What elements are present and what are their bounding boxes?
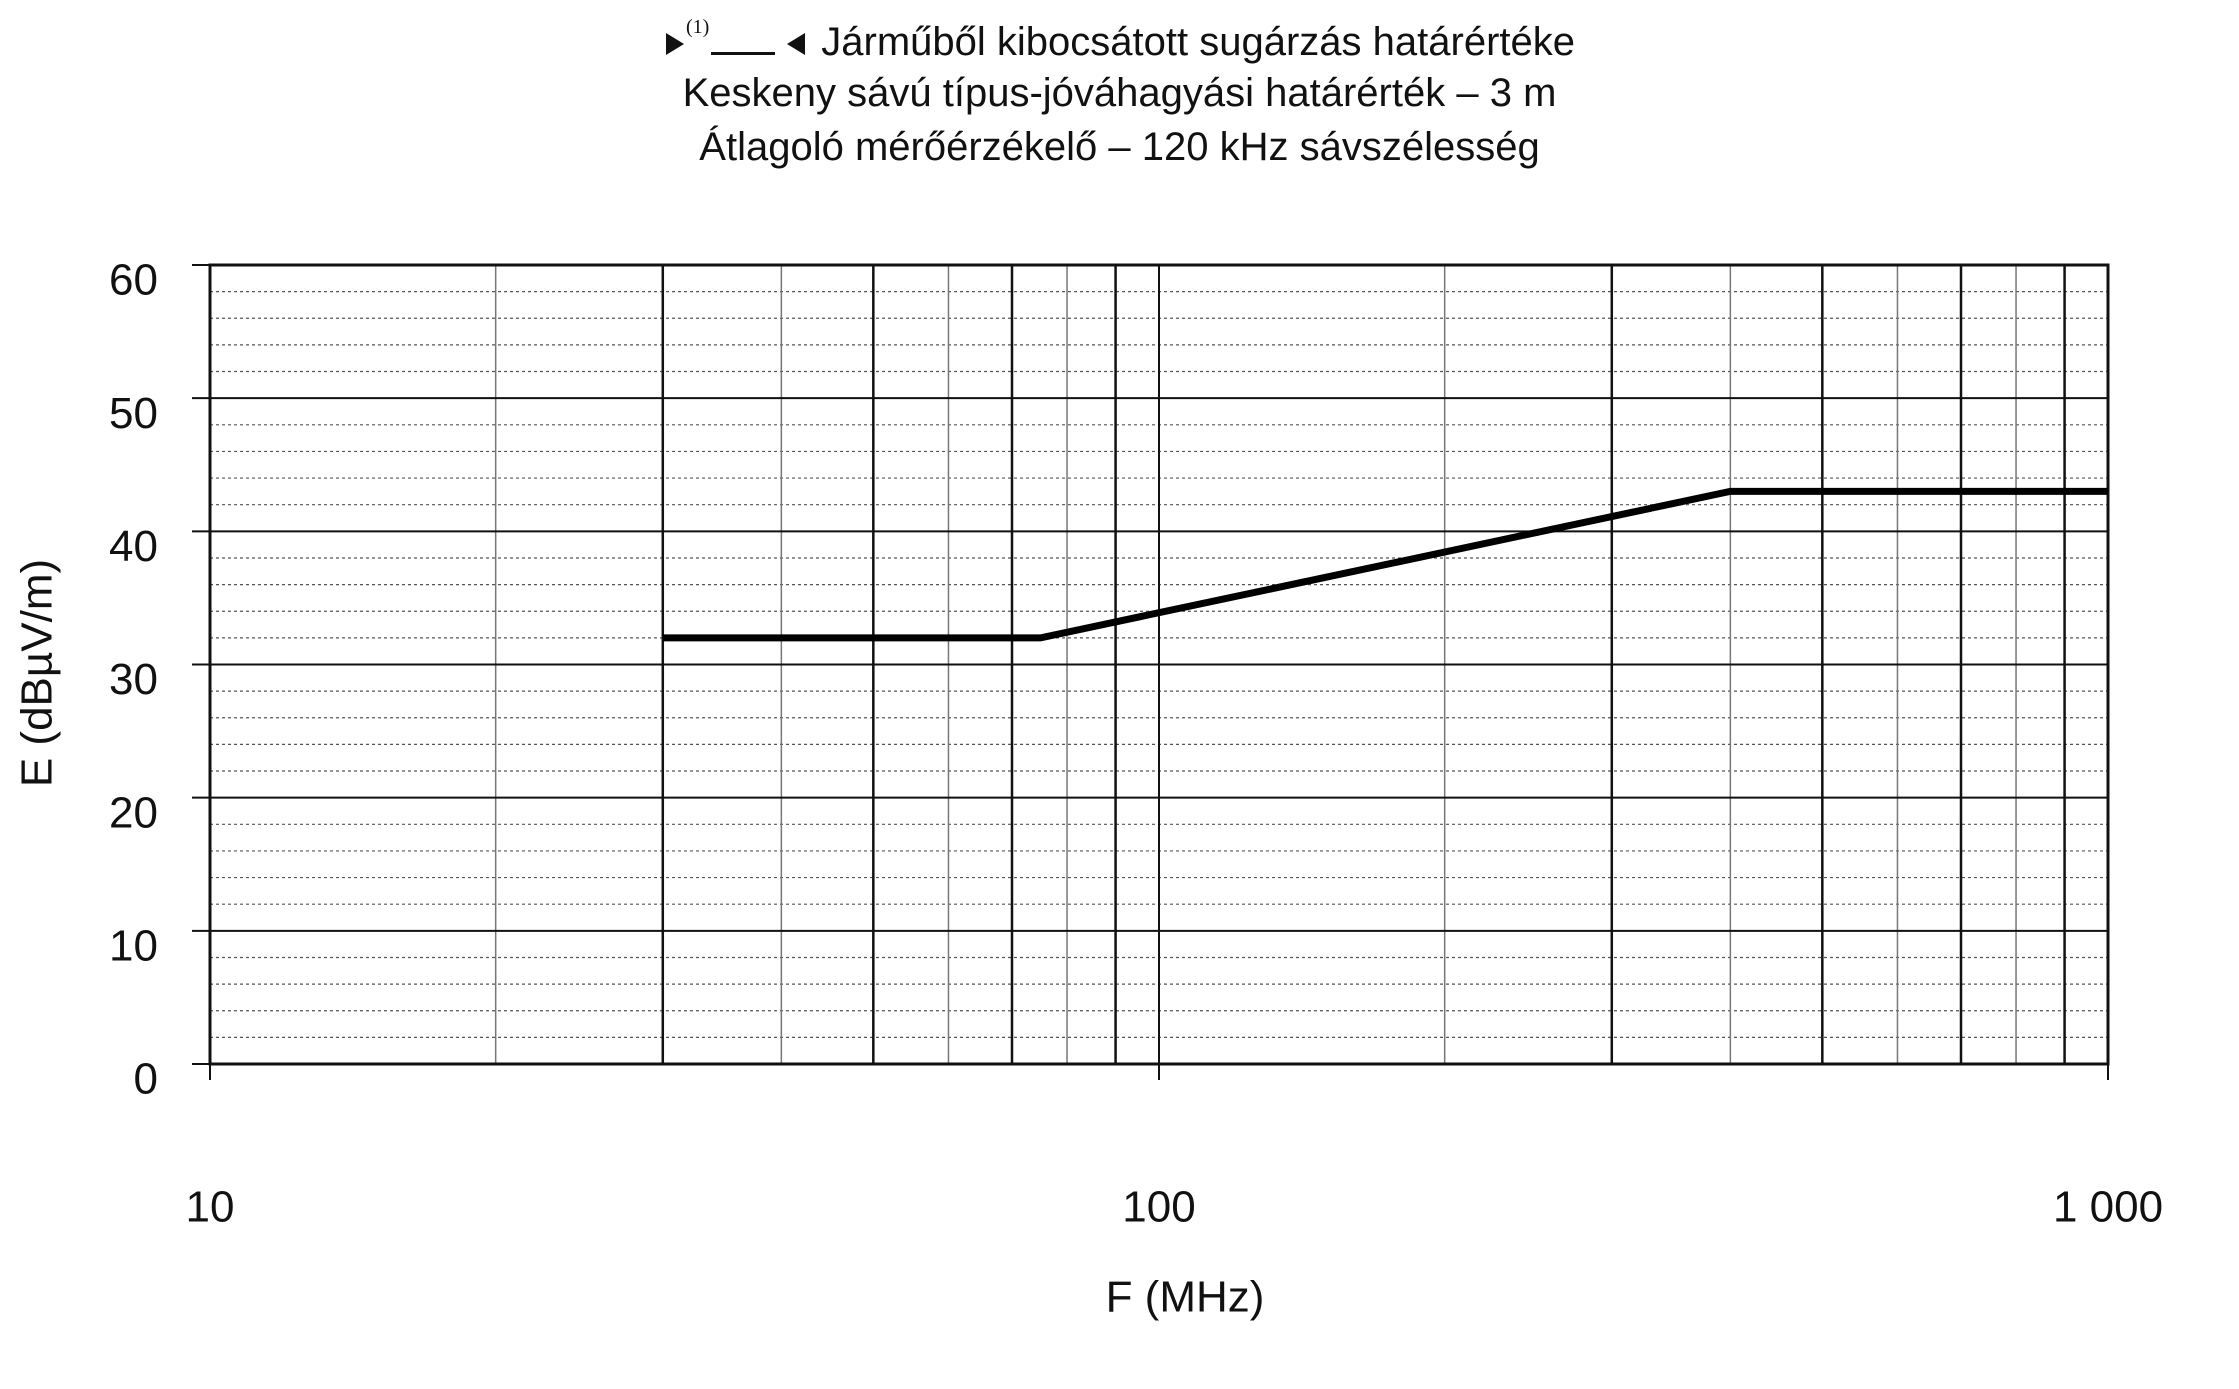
- marker-end: [787, 33, 806, 55]
- y-tick-label: 60: [109, 256, 158, 305]
- y-tick-label: 20: [109, 788, 158, 837]
- y-tick-label: 30: [109, 655, 158, 704]
- marker-blank: [711, 52, 776, 55]
- subtitle: Átlagoló mérőérzékelő – 120 kHz sávszéle…: [699, 125, 1540, 169]
- y-tick-label: 50: [109, 389, 158, 438]
- title-line: (1) Járműből kibocsátott sugárzás határér…: [0, 16, 2239, 65]
- x-axis-label: F (MHz): [1106, 1273, 1265, 1322]
- y-tick-label: 0: [134, 1055, 158, 1104]
- subtitle: Keskeny sávú típus-jóváhagyási határérté…: [682, 71, 1557, 115]
- marker-start: [665, 33, 684, 55]
- title-marker: (1): [685, 16, 710, 38]
- data-line: [662, 487, 2108, 642]
- y-tick-label: 40: [109, 522, 158, 571]
- x-tick-label: 1 000: [2053, 1183, 2163, 1232]
- chart-title: Járműből kibocsátott sugárzás határérték…: [821, 20, 1576, 64]
- x-tick-label: 100: [1122, 1183, 1195, 1232]
- y-tick-label: 10: [109, 921, 158, 970]
- y-axis-label: E (dBµV/m): [13, 559, 62, 787]
- x-tick-label: 10: [186, 1183, 235, 1232]
- plot-frame: [208, 263, 2110, 1066]
